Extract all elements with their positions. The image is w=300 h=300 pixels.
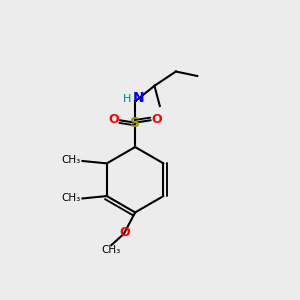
Text: CH₃: CH₃ bbox=[62, 155, 81, 165]
Text: N: N bbox=[132, 91, 144, 105]
Text: O: O bbox=[120, 226, 130, 239]
Text: H: H bbox=[123, 94, 132, 104]
Text: CH₃: CH₃ bbox=[62, 194, 81, 203]
Text: O: O bbox=[151, 113, 162, 126]
Text: S: S bbox=[130, 116, 140, 130]
Text: O: O bbox=[108, 113, 119, 126]
Text: CH₃: CH₃ bbox=[102, 245, 121, 256]
